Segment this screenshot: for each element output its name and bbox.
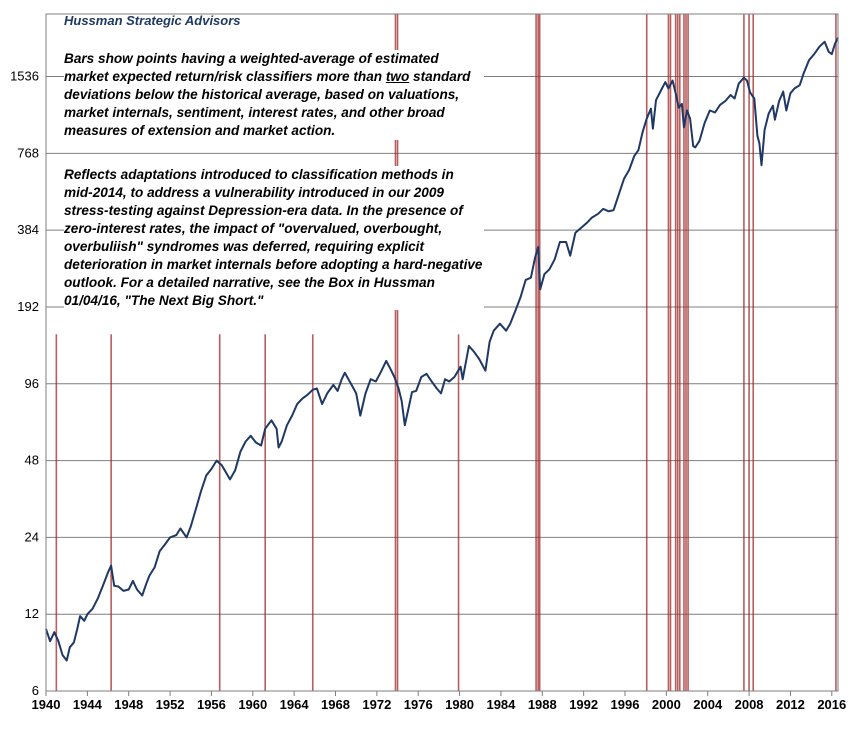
x-tick-label-16: 2004 [693,697,723,712]
x-tick-label-18: 2012 [776,697,805,712]
y-tick-label-1: 12 [25,606,39,621]
y-tick-label-0: 6 [32,683,39,698]
x-tick-label-10: 1980 [445,697,474,712]
x-tick-label-13: 1992 [569,697,598,712]
x-tick-label-19: 2016 [817,697,846,712]
x-tick-label-5: 1960 [238,697,267,712]
x-tick-label-0: 1940 [32,697,61,712]
gridlines [46,76,838,615]
y-tick-labels: 6 12 24 48 96 192 384 768 1536 [10,69,39,698]
signal-bars [55,14,837,691]
y-tick-label-3: 48 [25,453,39,468]
y-tick-label-8: 1536 [10,69,39,84]
x-tick-label-15: 2000 [652,697,681,712]
x-tick-label-6: 1964 [280,697,310,712]
x-tick-label-1: 1944 [73,697,103,712]
y-tick-label-7: 768 [17,145,39,160]
annotation-emphasis: two [385,69,410,84]
x-tick-label-14: 1996 [611,697,640,712]
chart-title: Hussman Strategic Advisors [64,13,241,28]
x-tick-label-17: 2008 [735,697,764,712]
x-tick-label-3: 1952 [156,697,185,712]
x-tick-label-12: 1988 [528,697,557,712]
y-tick-label-2: 24 [25,529,39,544]
series-line [45,37,839,662]
x-tick-label-8: 1972 [362,697,391,712]
x-tick-label-9: 1976 [404,697,433,712]
y-tick-label-4: 96 [25,376,39,391]
x-tick-labels: 1940 1944 1948 1952 1956 1960 1964 1968 1972 1976… [32,691,846,712]
x-tick-label-2: 1948 [114,697,143,712]
annotation-bars-description: Bars show points having a weighted-avera… [64,50,484,140]
annotation-text-a: Bars show points having a weighted-avera… [64,51,439,84]
annotation-methodology: Reflects adaptations introduced to class… [64,166,484,310]
x-tick-label-4: 1956 [197,697,226,712]
y-tick-label-6: 384 [17,222,39,237]
index-line [45,37,839,662]
plot-border [45,13,839,692]
y-tick-label-5: 192 [17,299,39,314]
x-tick-label-7: 1968 [321,697,350,712]
annotation-text-b: standard deviations below the historical… [64,69,471,138]
x-tick-label-11: 1984 [486,697,516,712]
plot-frame [45,13,839,692]
